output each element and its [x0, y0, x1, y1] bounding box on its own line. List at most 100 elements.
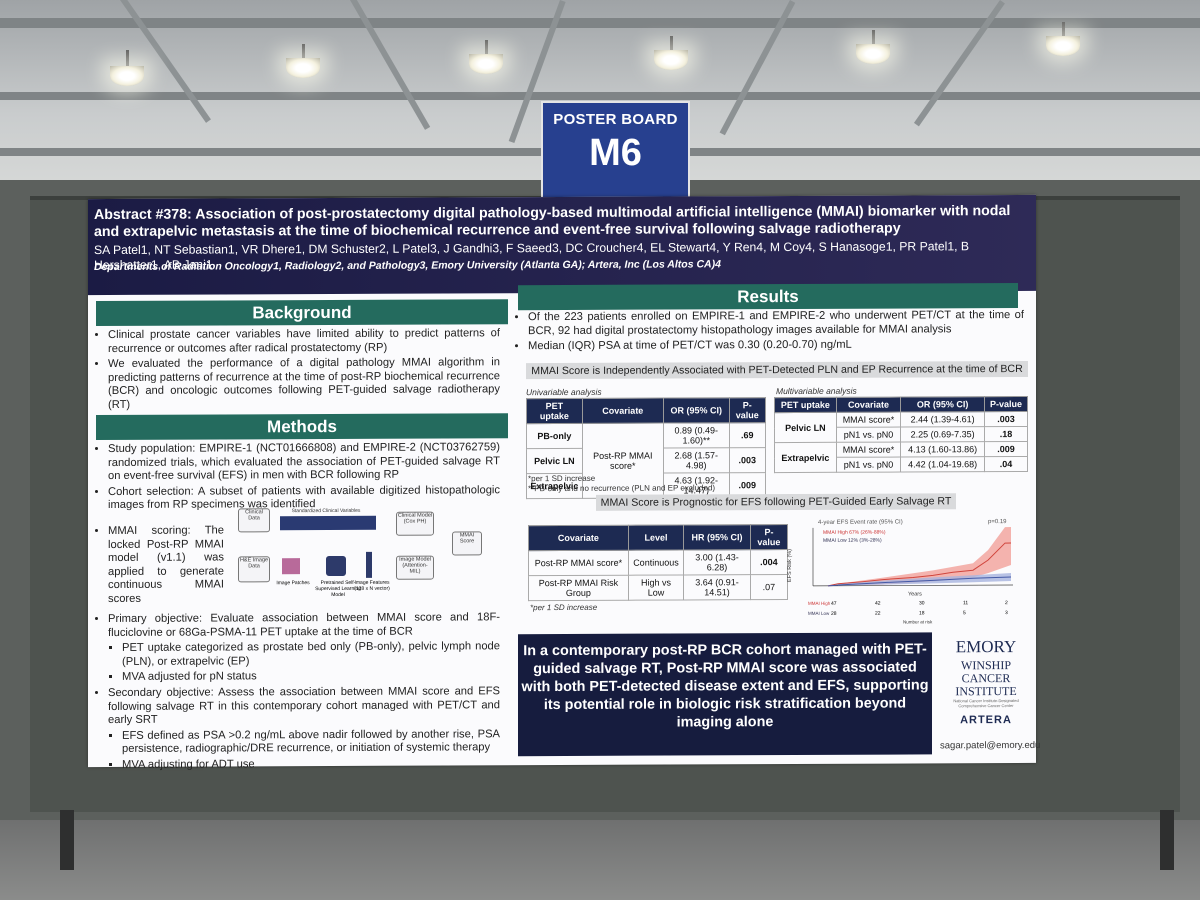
- poster-board-sign: POSTER BOARD M6: [541, 101, 690, 204]
- table-row: PB-only Post-RP MMAI score* 0.89 (0.49-1…: [526, 422, 766, 499]
- km-risk-low: 5: [963, 610, 966, 616]
- table-row: Post-RP MMAI Risk Group High vs Low 3.64…: [528, 574, 788, 601]
- multi-or: 4.13 (1.60-13.86): [900, 441, 985, 458]
- results-text: Of the 223 patients enrolled on EMPIRE-1…: [514, 309, 1024, 356]
- km-xlabel: Years: [908, 591, 922, 597]
- km-risk-high: 2: [1005, 600, 1008, 606]
- km-low-line: [827, 576, 1012, 587]
- km-risk-low: 28: [831, 611, 837, 617]
- methods-text-top: Study population: EMPIRE-1 (NCT01666808)…: [94, 441, 500, 515]
- uni-note: *per 1 SD increase: [528, 473, 596, 484]
- multi-header: OR (95% CI): [900, 396, 985, 413]
- methods-bullet: Study population: EMPIRE-1 (NCT01666808)…: [108, 441, 500, 483]
- ceiling-light: [469, 54, 503, 74]
- artera-logo: ARTERA: [960, 714, 1012, 727]
- ceiling-light: [286, 58, 320, 78]
- efs-cov: Post-RP MMAI Risk Group: [528, 575, 629, 601]
- uni-pet: PB-only: [526, 423, 583, 449]
- km-risk-low: 18: [919, 610, 925, 616]
- ceiling-light: [856, 44, 890, 64]
- km-high-legend: MMAI High 67% (26%-88%): [823, 530, 886, 536]
- multi-or: 4.42 (1.04-19.68): [900, 456, 985, 473]
- lamp: [1062, 22, 1065, 40]
- background-bullet: We evaluated the performance of a digita…: [108, 356, 500, 412]
- lamp: [670, 36, 673, 54]
- uni-pet: Pelvic LN: [526, 448, 583, 474]
- mmai-pipeline-diagram: Clinical Data Standardized Clinical Vari…: [238, 507, 488, 618]
- multi-p: .04: [984, 456, 1028, 472]
- poster-title-banner: Abstract #378: Association of post-prost…: [88, 194, 1036, 296]
- multivariable-table: PET uptake Covariate OR (95% CI) P-value…: [774, 396, 1028, 473]
- multi-cov: pN1 vs. pN0: [836, 427, 901, 443]
- methods-bullet: Primary objective: Evaluate association …: [108, 611, 500, 640]
- uni-or: 0.89 (0.49-1.60)**: [663, 422, 730, 449]
- km-low-legend: MMAI Low 12% (3%-28%): [823, 538, 882, 544]
- uni-note: **PB-only and no recurrence (PLN and EP …: [528, 483, 716, 494]
- km-pval: p=0.19: [988, 519, 1007, 525]
- he-image-box: H&E Image Data: [238, 556, 270, 583]
- km-risk-high: 42: [875, 601, 881, 607]
- km-risk-high: 30: [919, 600, 925, 606]
- methods-text-bottom: Primary objective: Evaluate association …: [94, 611, 500, 774]
- contact-email: sagar.patel@emory.edu: [940, 739, 1041, 752]
- methods-scoring: MMAI scoring: The locked Post-RP MMAI mo…: [94, 524, 224, 608]
- km-svg: 4-year EFS Event rate (95% CI) p=0.19 MM…: [787, 519, 1013, 625]
- results-subheading-1: MMAI Score is Independently Associated w…: [526, 360, 1028, 380]
- methods-bullet: Secondary objective: Assess the associat…: [108, 685, 500, 727]
- ssl-model: [326, 555, 346, 577]
- efs-header: Covariate: [528, 525, 629, 551]
- poster-title: Abstract #378: Association of post-prost…: [94, 203, 1011, 241]
- efs-table: Covariate Level HR (95% CI) P-value Post…: [528, 524, 788, 601]
- km-high-line: [827, 542, 1011, 587]
- winship-subtitle: National Cancer Institute-Designated Com…: [953, 698, 1019, 709]
- km-risk-high: 47: [831, 601, 837, 607]
- table-row: Post-RP MMAI score* Continuous 3.00 (1.4…: [528, 549, 788, 576]
- methods-bullet: MMAI scoring: The locked Post-RP MMAI mo…: [108, 524, 224, 606]
- background-bullet: Clinical prostate cancer variables have …: [108, 327, 500, 356]
- efs-header: P-value: [750, 524, 788, 550]
- variables-strip: [280, 515, 376, 531]
- km-risk-low: 3: [1005, 610, 1008, 616]
- km-risk-low-label: MMAI Low: [808, 611, 830, 616]
- methods-subbullet: MVA adjusted for pN status: [122, 670, 500, 685]
- emory-wordmark: EMORY: [955, 637, 1017, 657]
- efs-p: .004: [750, 549, 788, 575]
- efs-level: High vs Low: [628, 574, 684, 601]
- std-variables-label: Standardized Clinical Variables: [291, 507, 361, 515]
- image-model-box: Image Model (Attention-MIL): [396, 555, 434, 580]
- km-risk-low: 22: [875, 611, 881, 617]
- poster: Abstract #378: Association of post-prost…: [88, 194, 1040, 771]
- multi-pet: Pelvic LN: [774, 412, 837, 443]
- multi-cov: MMAI score*: [836, 442, 901, 458]
- conclusion-box: In a contemporary post-RP BCR cohort man…: [518, 632, 932, 757]
- results-bullet: Of the 223 patients enrolled on EMPIRE-1…: [528, 309, 1024, 338]
- methods-subbullet: MVA adjusting for ADT use: [122, 757, 500, 772]
- lamp: [126, 50, 129, 68]
- mmai-score-box: MMAI Score: [452, 531, 482, 556]
- background-text: Clinical prostate cancer variables have …: [94, 327, 500, 414]
- efs-level: Continuous: [628, 549, 684, 576]
- multi-or: 2.25 (0.69-7.35): [900, 426, 985, 443]
- multi-cov: pN1 vs. pN0: [836, 457, 901, 473]
- km-plot: 4-year EFS Event rate (95% CI) p=0.19 MM…: [783, 515, 1033, 626]
- efs-header: Level: [628, 524, 684, 551]
- uni-header: P-value: [729, 397, 766, 423]
- table-row: Pelvic LN MMAI score* 2.44 (1.39-4.61) .…: [774, 411, 1028, 443]
- background-heading: Background: [96, 299, 508, 327]
- board-leg: [1160, 810, 1174, 870]
- ceiling-light: [110, 66, 144, 86]
- features-label: Image Features (128 x N vector): [354, 579, 390, 592]
- km-risk-caption: Number at risk: [903, 619, 933, 624]
- efs-header: HR (95% CI): [683, 524, 751, 550]
- image-patches: [282, 558, 300, 575]
- multi-p: .003: [984, 411, 1028, 427]
- km-title: 4-year EFS Event rate (95% CI): [818, 520, 903, 526]
- methods-subbullet: PET uptake categorized as prostate bed o…: [122, 640, 500, 669]
- multivariable-caption: Multivariable analysis: [776, 385, 857, 397]
- uni-header: Covariate: [582, 398, 664, 424]
- sign-label: POSTER BOARD: [553, 111, 678, 128]
- results-bullet: Median (IQR) PSA at time of PET/CT was 0…: [528, 338, 1024, 354]
- ceiling-light: [1046, 36, 1080, 56]
- multi-header: Covariate: [836, 397, 901, 413]
- efs-hr: 3.00 (1.43-6.28): [683, 549, 751, 575]
